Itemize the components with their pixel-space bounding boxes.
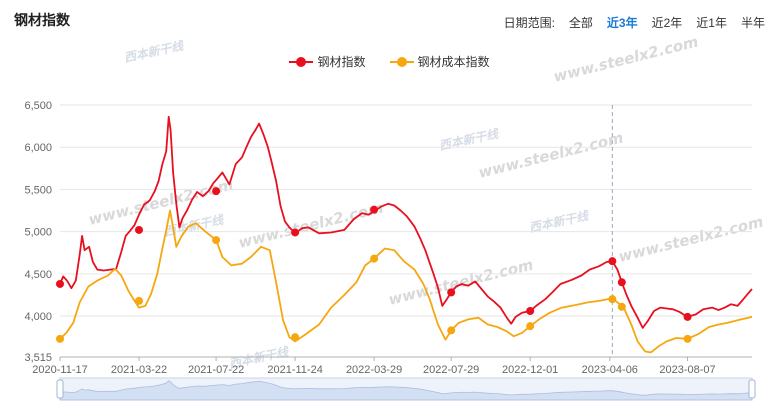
legend-label-steel-cost-index: 钢材成本指数: [417, 55, 490, 69]
watermark-text: www.steelx2.com: [477, 128, 625, 181]
data-point-steel-index[interactable]: [683, 312, 692, 321]
series-line-steel-index: [59, 115, 753, 329]
legend-label-steel-index: 钢材指数: [317, 55, 366, 69]
data-point-steel-index[interactable]: [617, 278, 626, 287]
data-point-steel-index[interactable]: [212, 187, 221, 196]
data-point-steel-index[interactable]: [608, 257, 617, 266]
series-line-steel-cost-index: [59, 209, 753, 354]
y-tick-label: 5,000: [24, 227, 52, 239]
legend-item-steel-index[interactable]: 钢材指数: [289, 53, 366, 70]
chart-series: [56, 115, 753, 354]
date-range-selector: 日期范围: 全部 近3年 近2年 近1年 半年: [504, 14, 765, 31]
x-axis: 2020-11-17 2021-03-22 2021-07-22 2021-11-24…: [32, 356, 752, 376]
data-point-steel-cost-index[interactable]: [526, 322, 535, 331]
data-point-steel-index[interactable]: [291, 228, 300, 237]
x-tick-label: 2022-07-29: [423, 364, 479, 376]
data-point-steel-cost-index[interactable]: [617, 302, 626, 311]
data-point-steel-index[interactable]: [370, 205, 379, 214]
chart-legend: 钢材指数 钢材成本指数: [0, 53, 779, 70]
data-point-steel-cost-index[interactable]: [56, 334, 64, 343]
x-tick-label: 2021-03-22: [111, 364, 167, 376]
watermark-logo: 西本新干线: [528, 208, 592, 235]
watermark-text: www.steelx2.com: [552, 32, 700, 85]
data-point-steel-cost-index[interactable]: [134, 296, 143, 305]
data-point-steel-cost-index[interactable]: [447, 326, 456, 335]
x-tick-label: 2023-08-07: [659, 364, 715, 376]
range-option-3y[interactable]: 近3年: [606, 16, 638, 30]
data-point-steel-index[interactable]: [134, 225, 143, 234]
y-tick-label: 3,515: [24, 352, 52, 364]
legend-item-steel-cost-index[interactable]: 钢材成本指数: [389, 53, 490, 70]
watermark-logo: 西本新干线: [123, 38, 187, 65]
range-option-all[interactable]: 全部: [568, 16, 593, 30]
zoom-preview: [59, 380, 753, 401]
y-tick-label: 5,500: [24, 184, 52, 196]
x-tick-label: 2021-11-24: [267, 364, 322, 376]
data-point-steel-index[interactable]: [56, 279, 64, 288]
range-option-2y[interactable]: 近2年: [651, 16, 683, 30]
legend-swatch-steel-icon: [289, 56, 314, 68]
data-point-steel-cost-index[interactable]: [212, 236, 221, 245]
chart-title: 钢材指数: [14, 12, 70, 28]
watermark-logo: 西本新干线: [438, 126, 502, 153]
data-point-steel-cost-index[interactable]: [683, 334, 692, 343]
watermark-text: www.steelx2.com: [237, 198, 385, 251]
watermark-layer: www.steelx2.comwww.steelx2.comwww.steelx…: [87, 32, 765, 370]
data-point-steel-cost-index[interactable]: [291, 333, 300, 342]
range-option-1y[interactable]: 近1年: [696, 16, 727, 30]
zoom-handle-right[interactable]: [748, 379, 756, 399]
y-tick-label: 4,000: [24, 311, 52, 323]
legend-swatch-cost-icon: [389, 56, 414, 68]
x-tick-label: 2022-03-29: [346, 364, 402, 376]
x-tick-label: 2020-11-17: [32, 364, 87, 376]
data-zoom-slider[interactable]: [56, 377, 756, 401]
watermark-text: www.steelx2.com: [387, 255, 535, 308]
zoom-handle-left[interactable]: [56, 379, 64, 399]
y-axis: 3,515 4,000 4,500 5,000 5,500 6,000 6,500: [24, 100, 52, 364]
y-tick-label: 4,500: [24, 269, 52, 281]
x-tick-label: 2022-12-01: [502, 364, 558, 376]
x-tick-label: 2021-07-22: [188, 364, 244, 376]
data-point-steel-cost-index[interactable]: [608, 295, 617, 304]
range-option-half-year[interactable]: 半年: [740, 16, 765, 30]
y-tick-label: 6,000: [24, 142, 52, 154]
data-point-steel-index[interactable]: [526, 306, 535, 315]
data-point-steel-cost-index[interactable]: [370, 254, 379, 263]
x-tick-label: 2023-04-06: [582, 364, 638, 376]
watermark-text: www.steelx2.com: [617, 212, 765, 265]
data-point-steel-index[interactable]: [447, 288, 456, 297]
y-tick-label: 6,500: [24, 100, 52, 112]
date-range-label: 日期范围:: [503, 16, 555, 30]
